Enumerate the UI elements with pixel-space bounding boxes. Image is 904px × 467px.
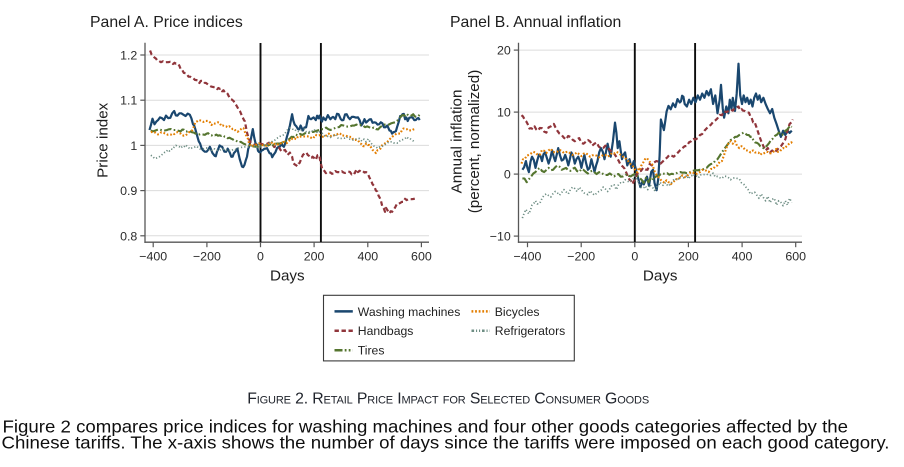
svg-text:0.9: 0.9 (120, 184, 137, 198)
svg-text:600: 600 (785, 250, 806, 264)
svg-text:−200: −200 (193, 250, 221, 264)
svg-text:Annual inflation: Annual inflation (449, 90, 466, 194)
svg-text:0: 0 (504, 168, 511, 182)
svg-text:Days: Days (643, 268, 678, 285)
svg-text:Chinese tariffs. The x-axis sh: Chinese tariffs. The x-axis shows the nu… (2, 433, 890, 453)
svg-text:200: 200 (678, 250, 699, 264)
svg-text:600: 600 (411, 250, 432, 264)
svg-text:−400: −400 (514, 250, 542, 264)
svg-text:0: 0 (631, 250, 638, 264)
svg-text:0.8: 0.8 (120, 229, 137, 243)
svg-text:20: 20 (497, 44, 511, 58)
svg-text:Panel A. Price indices: Panel A. Price indices (90, 14, 243, 31)
svg-text:200: 200 (304, 250, 325, 264)
svg-text:Days: Days (270, 268, 305, 285)
svg-text:10: 10 (497, 106, 511, 120)
svg-text:Figure 2 compares price indice: Figure 2 compares price indices for wash… (3, 416, 849, 436)
svg-text:−10: −10 (490, 230, 511, 244)
svg-text:400: 400 (357, 250, 378, 264)
svg-text:1.1: 1.1 (120, 94, 137, 108)
svg-text:−200: −200 (567, 250, 595, 264)
svg-text:Panel B. Annual inflation: Panel B. Annual inflation (450, 14, 621, 31)
svg-text:1: 1 (130, 139, 137, 153)
svg-text:(percent, normalized): (percent, normalized) (466, 70, 483, 214)
svg-text:Bicycles: Bicycles (495, 305, 540, 319)
svg-text:0: 0 (257, 250, 264, 264)
svg-text:Figure 2. Retail Price Impact: Figure 2. Retail Price Impact for Select… (247, 391, 649, 408)
svg-text:Handbags: Handbags (358, 324, 414, 338)
svg-text:1.2: 1.2 (120, 49, 137, 63)
svg-text:Refrigerators: Refrigerators (495, 324, 565, 338)
svg-text:Washing machines: Washing machines (358, 305, 461, 319)
svg-text:Price index: Price index (95, 102, 112, 178)
svg-text:Tires: Tires (358, 344, 385, 358)
svg-text:400: 400 (732, 250, 753, 264)
svg-text:−400: −400 (139, 250, 167, 264)
